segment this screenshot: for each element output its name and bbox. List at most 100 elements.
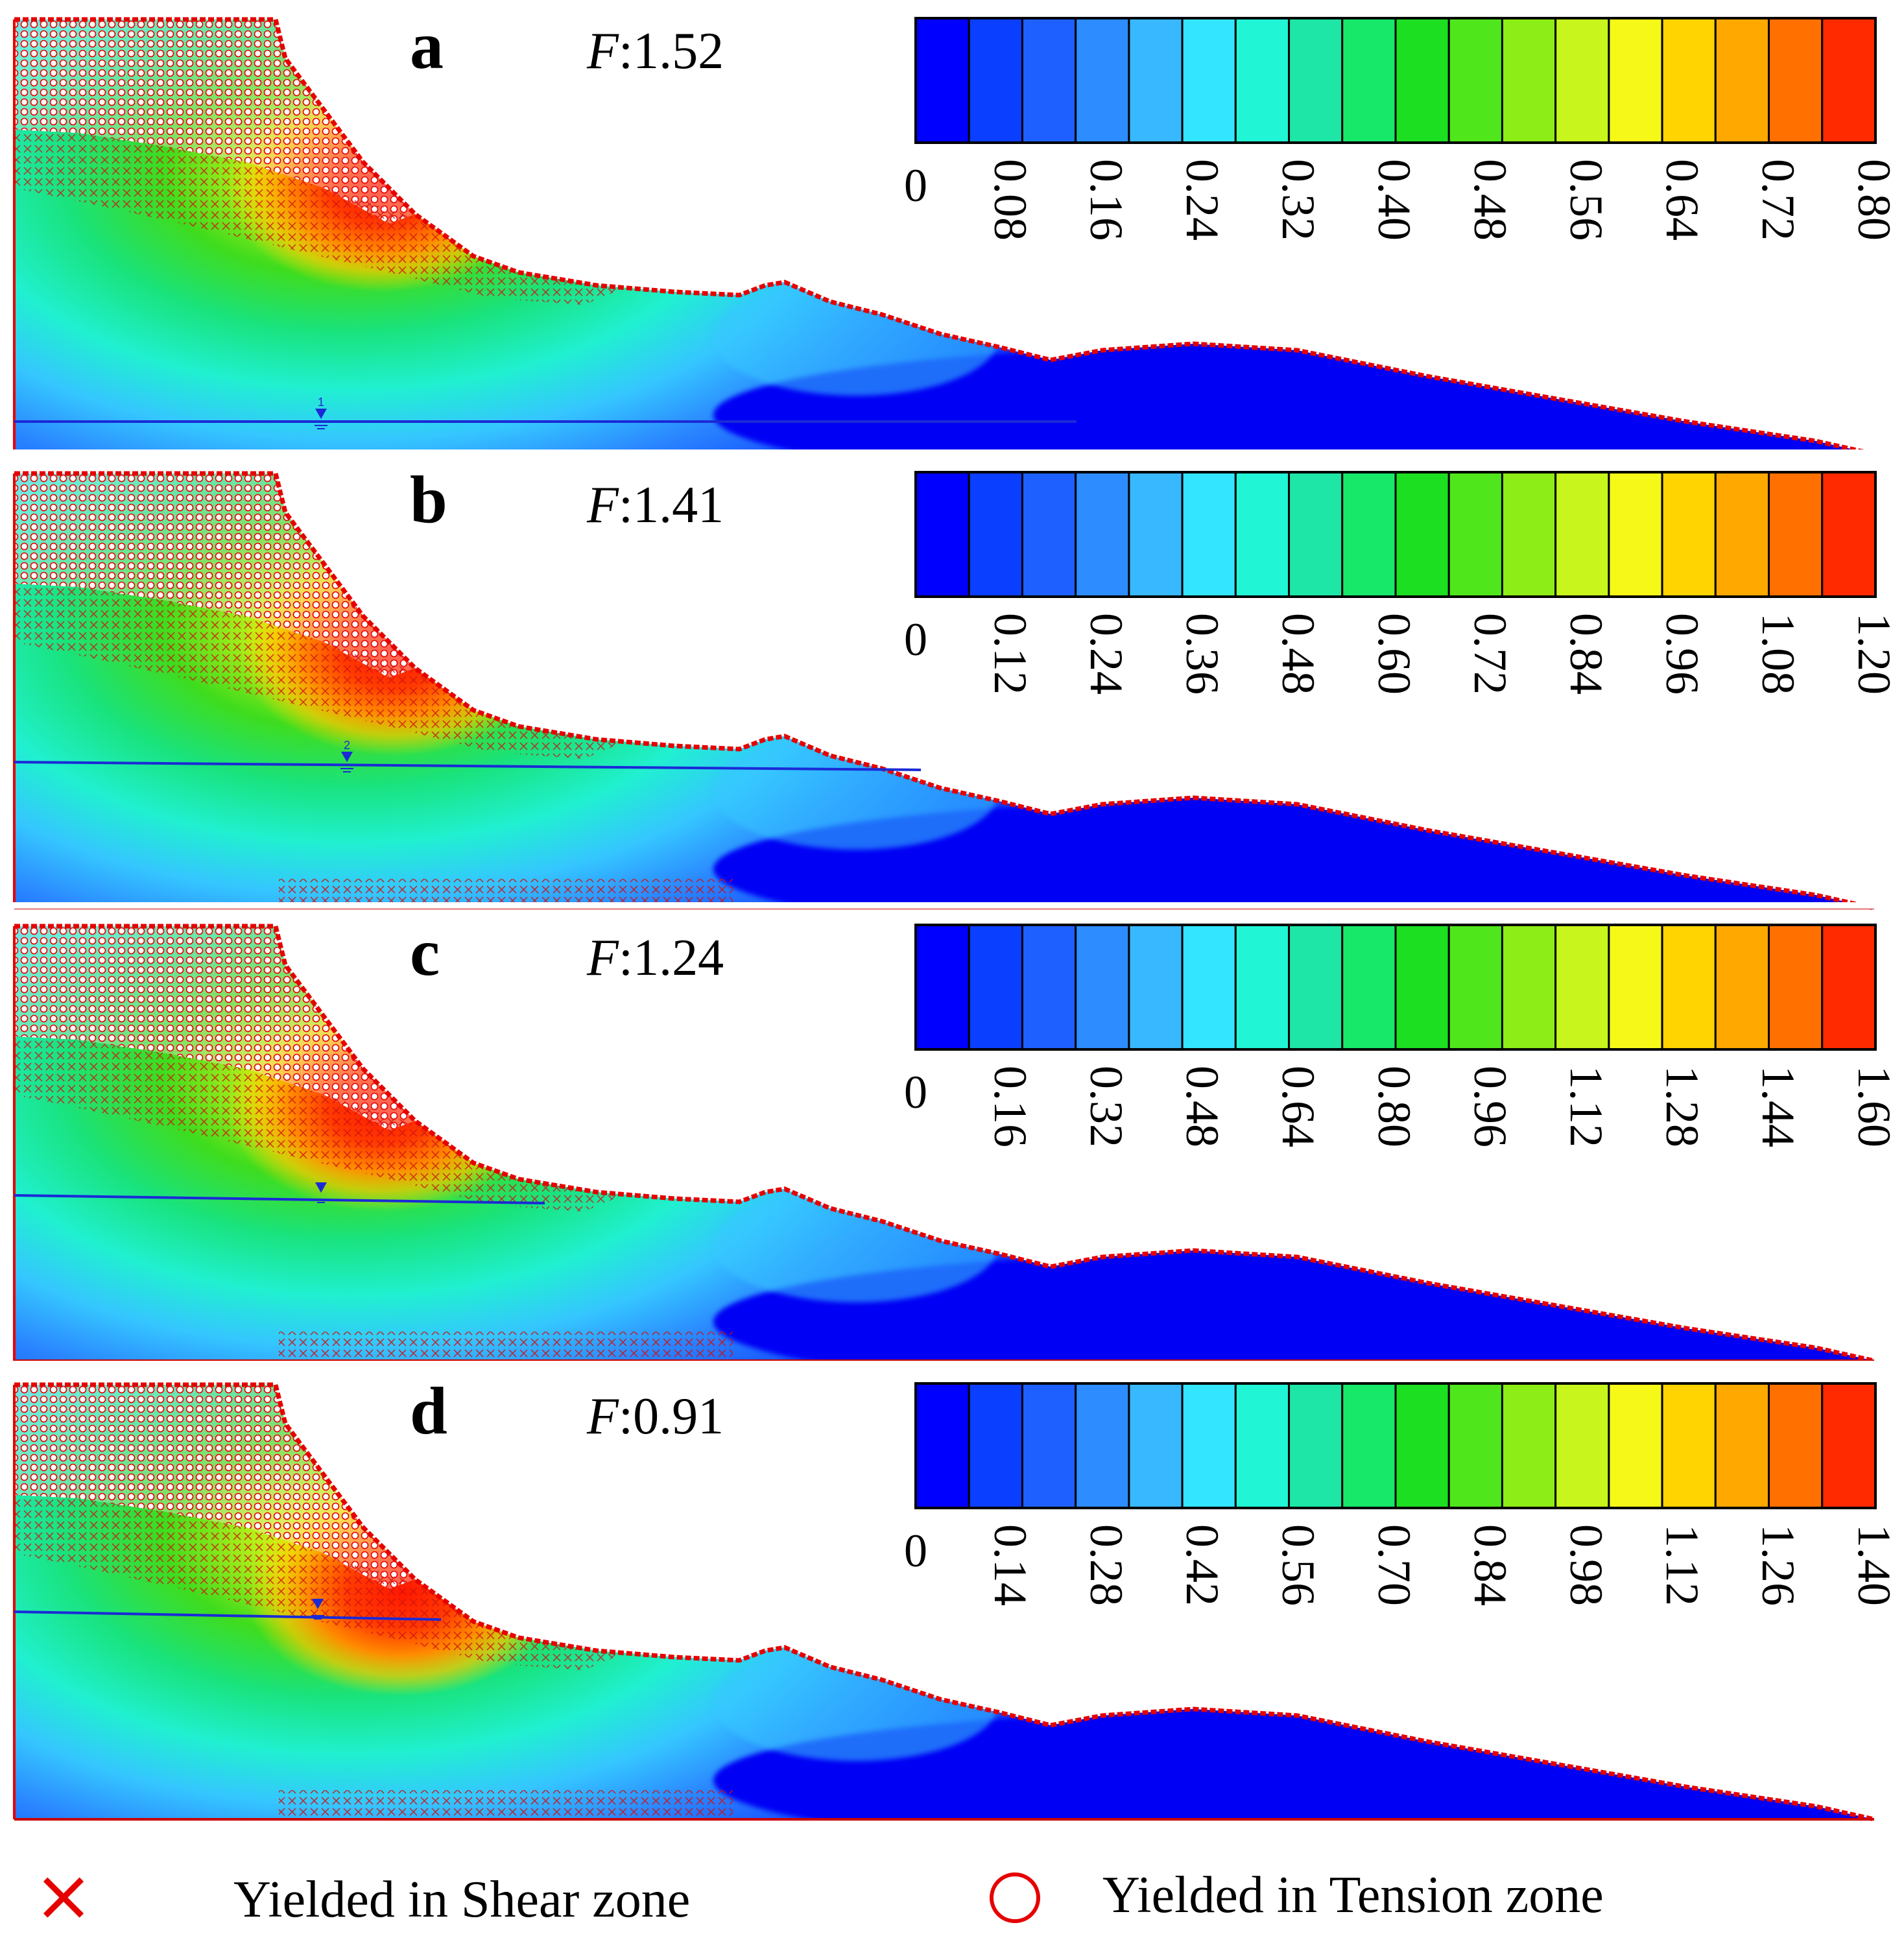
colorbar-swatch (1341, 924, 1397, 1051)
colorbar-swatch (1021, 17, 1077, 144)
colorbar-swatch (1608, 1382, 1663, 1509)
colorbar-tick-label: 1.12 (1560, 1066, 1612, 1147)
colorbar-tick-label: 0.12 (984, 613, 1036, 695)
panel-a: 1 a F:1.52 0 0.08 0.16 0.24 0.32 0.40 0.48 0.56 0.6… (13, 8, 1900, 457)
colorbar-swatch (1288, 924, 1344, 1051)
shear-yield-region (14, 1495, 623, 1670)
colorbar-swatch (968, 1382, 1023, 1509)
legend: × Yielded in Shear zone Yielded in Tension… (34, 1854, 1604, 1937)
colorbar-tick-label: 1.08 (1752, 613, 1804, 695)
colorbar-swatch (1075, 17, 1130, 144)
colorbar-tick-label: 0.96 (1464, 1066, 1516, 1147)
colorbar-tick-label: 0.60 (1368, 613, 1420, 695)
colorbar-swatch (1714, 471, 1770, 598)
colorbar-swatch (1661, 924, 1717, 1051)
colorbar-swatch (1661, 1382, 1717, 1509)
colorbar-tick-label: 0.16 (1080, 159, 1132, 241)
colorbar-tick-label: 0 (904, 1525, 927, 1577)
colorbar-tick-label: 0.48 (1464, 159, 1516, 241)
colorbar-swatch (1768, 924, 1824, 1051)
water-level-label: 2 (344, 739, 350, 752)
colorbar-tick-label: 0.80 (1848, 159, 1900, 241)
colorbar-tick-label: 0.16 (984, 1066, 1036, 1147)
colorbar-swatch (1554, 924, 1610, 1051)
colorbar-swatch (1341, 1382, 1397, 1509)
water-table-marker-icon (315, 1182, 327, 1193)
colorbar-tick-label: 0.64 (1656, 159, 1708, 241)
colorbar-tick-label: 0.80 (1368, 1066, 1420, 1147)
colorbar-swatch (1128, 924, 1184, 1051)
colorbar-tick-label: 1.28 (1656, 1066, 1708, 1147)
safety-factor-value: 1.52 (633, 23, 724, 80)
colorbar: 0 0.12 0.24 0.36 0.48 0.60 0.72 0.84 0.96 1.08 1.2… (904, 471, 1900, 695)
colorbar-swatch (1341, 471, 1397, 598)
colorbar-tick-label: 0.70 (1368, 1524, 1420, 1606)
colorbar: 0 0.16 0.32 0.48 0.64 0.80 0.96 1.12 1.28 1.44 1.6… (904, 924, 1900, 1147)
colorbar-tick-label: 1.26 (1752, 1524, 1804, 1606)
colorbar-tick-label: 0.56 (1560, 159, 1612, 241)
colorbar-swatch (914, 471, 970, 598)
colorbar-swatch (1714, 1382, 1770, 1509)
colorbar-swatch (1075, 924, 1130, 1051)
colorbar-swatch (1608, 17, 1663, 144)
colorbar-tick-label: 0 (904, 614, 927, 665)
safety-factor-label: F:1.41 (586, 477, 724, 534)
colorbar-tick-label: 0.28 (1080, 1524, 1132, 1606)
shear-marker-icon: × (34, 1854, 93, 1937)
colorbar-swatch (1501, 471, 1557, 598)
colorbar-swatch (1288, 1382, 1344, 1509)
colorbar-tick-label: 0.08 (984, 159, 1036, 241)
water-table-marker-icon (341, 752, 353, 762)
panel-letter: d (410, 1374, 447, 1448)
colorbar-tick-label: 0.48 (1176, 1066, 1228, 1147)
water-table-marker-icon (315, 409, 327, 419)
colorbar-tick-label: 0.98 (1560, 1524, 1612, 1606)
colorbar-swatch (1075, 471, 1130, 598)
colorbar-swatch (1181, 1382, 1237, 1509)
tension-legend-label: Yielded in Tension zone (1102, 1867, 1604, 1924)
colorbar-swatch (1768, 17, 1824, 144)
safety-factor-label: F:1.52 (586, 23, 724, 80)
basal-shear-band (279, 1332, 733, 1358)
colorbar-swatch (914, 924, 970, 1051)
tension-yield-region (14, 1385, 415, 1589)
tension-yield-region (14, 473, 415, 678)
colorbar-swatch (1021, 1382, 1077, 1509)
shear-legend-label: Yielded in Shear zone (233, 1871, 690, 1928)
colorbar-swatch (1821, 471, 1877, 598)
colorbar: 0 0.08 0.16 0.24 0.32 0.40 0.48 0.56 0.64 0.72 0.8… (904, 17, 1900, 241)
shear-yield-region (14, 584, 623, 759)
tension-yield-region (14, 19, 415, 224)
colorbar-swatch (1075, 1382, 1130, 1509)
colorbar-tick-label: 0.64 (1272, 1066, 1324, 1147)
colorbar-swatch (1234, 1382, 1291, 1509)
colorbar-tick-label: 0.32 (1080, 1066, 1132, 1147)
surface-yield-line (14, 471, 1875, 911)
colorbar-tick-label: 0.84 (1464, 1524, 1516, 1606)
colorbar-tick-label: 0.48 (1272, 613, 1324, 695)
safety-factor-label: F:0.91 (586, 1388, 724, 1445)
colorbar-swatch (1821, 924, 1877, 1051)
colorbar-swatch (1714, 924, 1770, 1051)
colorbar-tick-label: 0.32 (1272, 159, 1324, 241)
colorbar-swatch (1661, 471, 1717, 598)
colorbar-swatch (1768, 1382, 1824, 1509)
colorbar-swatch (1394, 471, 1450, 598)
colorbar-swatch (914, 17, 970, 144)
colorbar-tick-label: 1.12 (1656, 1524, 1708, 1606)
safety-factor-label: F:1.24 (586, 929, 724, 987)
colorbar-swatch (1394, 17, 1450, 144)
colorbar-tick-label: 0.24 (1176, 159, 1228, 241)
colorbar-tick-label: 1.20 (1848, 613, 1900, 695)
colorbar-swatch (1608, 924, 1663, 1051)
colorbar-tick-label: 0.14 (984, 1524, 1036, 1606)
colorbar-tick-label: 0.40 (1368, 159, 1420, 241)
surface-yield-line (14, 924, 1875, 1363)
colorbar-tick-label: 1.40 (1848, 1524, 1900, 1606)
colorbar-swatch (1447, 471, 1503, 598)
colorbar-swatch (1288, 471, 1344, 598)
colorbar: 0 0.14 0.28 0.42 0.56 0.70 0.84 0.98 1.12 1.26 1.4… (904, 1382, 1900, 1606)
colorbar-tick-label: 0.84 (1560, 613, 1612, 695)
colorbar-swatch (1128, 17, 1184, 144)
